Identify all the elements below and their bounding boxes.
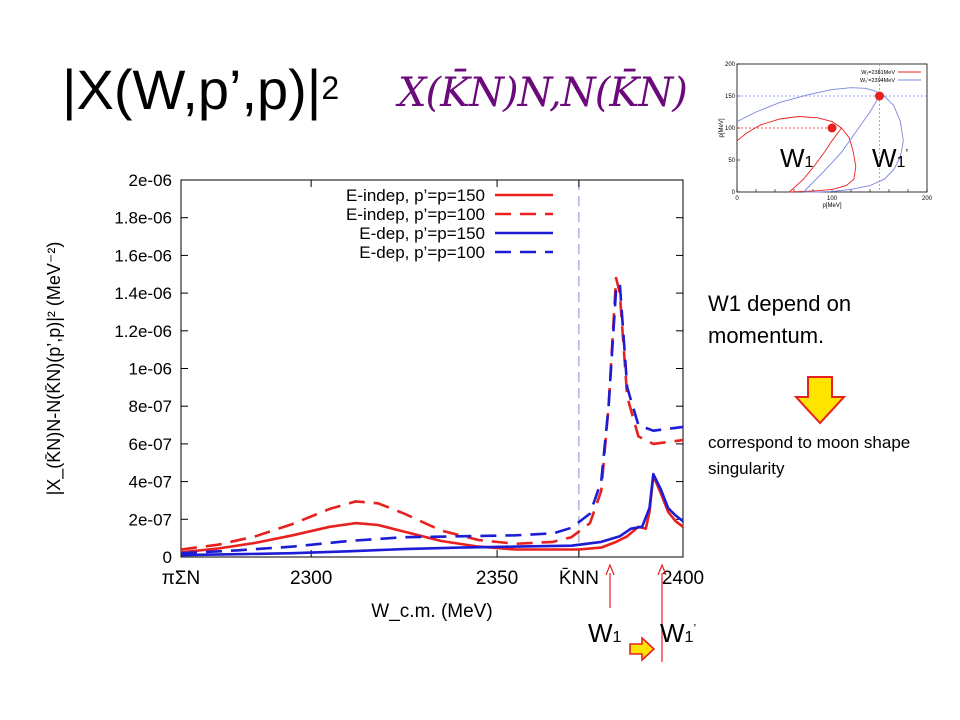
inset-point-1	[827, 123, 837, 133]
series-line-2	[180, 276, 684, 551]
label-w1-bottom: W1	[588, 618, 622, 648]
inset-chart: 0 100 200 0 50 100 150 200 p[MeV] p[MeV] W₁=2381Me…	[719, 62, 933, 209]
page-title: |X(W,p’,p)|2	[62, 58, 340, 121]
formula: X(K̄N)N,N(K̄N)	[398, 70, 688, 116]
x-tick-label: πΣN	[162, 568, 201, 589]
x-axis-label: W_c.m. (MeV)	[371, 601, 492, 622]
inset-y-axis-label: p[MeV]	[719, 118, 725, 137]
legend-label-1: E-indep, p’=p=150	[346, 186, 485, 205]
y-tick-label: 1.6e-06	[114, 246, 172, 265]
legend-label-4: E-dep, p’=p=100	[359, 243, 485, 262]
y-tick-label: 1e-06	[129, 360, 172, 379]
inset-legend-label-1: W₁=2381MeV	[861, 70, 895, 76]
label-w1-inset: W1	[780, 143, 814, 173]
x-tick-label: 2300	[290, 568, 332, 589]
note-moon-singularity: correspond to moon shape singularity	[708, 433, 911, 478]
y-tick-label: 1.8e-06	[114, 209, 172, 228]
x-tick-label: 2400	[662, 568, 704, 589]
down-arrow-icon	[793, 376, 847, 425]
inset-point-2	[875, 91, 884, 101]
inset-y-tick-label: 100	[725, 126, 736, 132]
x-tick-label: K̄NN	[559, 568, 599, 589]
inset-x-tick-label: 0	[735, 196, 739, 202]
y-tick-label: 0	[163, 548, 172, 567]
x-tick-label: 2350	[476, 568, 518, 589]
note-w1-momentum: W1 depend on momentum.	[708, 291, 852, 348]
y-tick-label: 4e-07	[129, 473, 172, 492]
legend-label-3: E-dep, p’=p=150	[359, 224, 485, 243]
inset-y-tick-label: 0	[732, 190, 736, 196]
inset-x-tick-label: 200	[922, 196, 933, 202]
pointer-arrowhead-2	[657, 563, 667, 576]
label-w1prime-bottom: W1’	[660, 618, 697, 648]
inset-y-tick-label: 200	[725, 62, 736, 68]
label-w1prime-inset: W1’	[872, 143, 909, 173]
y-tick-label: 6e-07	[129, 435, 172, 454]
y-tick-label: 1.4e-06	[114, 284, 172, 303]
inset-x-tick-label: 100	[827, 196, 838, 202]
inset-curve-2	[788, 127, 842, 193]
arrow-w1-to-w1prime-bottom	[629, 636, 656, 662]
y-axis-label: |X_(K̄N)N-N(K̄N)(p’,p)|² (MeV⁻²)	[44, 242, 65, 496]
y-tick-label: 8e-07	[129, 397, 172, 416]
legend-label-2: E-indep, p’=p=100	[346, 205, 485, 224]
y-tick-label: 2e-07	[129, 510, 172, 529]
inset-curve-1	[736, 116, 857, 193]
y-tick-label: 1.2e-06	[114, 322, 172, 341]
inset-y-tick-label: 50	[728, 158, 735, 164]
pointer-arrowhead-1	[605, 563, 615, 576]
inset-x-axis-label: p[MeV]	[822, 203, 841, 209]
inset-y-tick-label: 150	[725, 94, 736, 100]
inset-curve-3	[736, 87, 904, 193]
series-line-3	[180, 472, 684, 557]
series-line-4	[180, 282, 684, 555]
y-tick-label: 2e-06	[129, 171, 172, 190]
inset-legend-label-2: W₁’=2394MeV	[860, 78, 895, 84]
